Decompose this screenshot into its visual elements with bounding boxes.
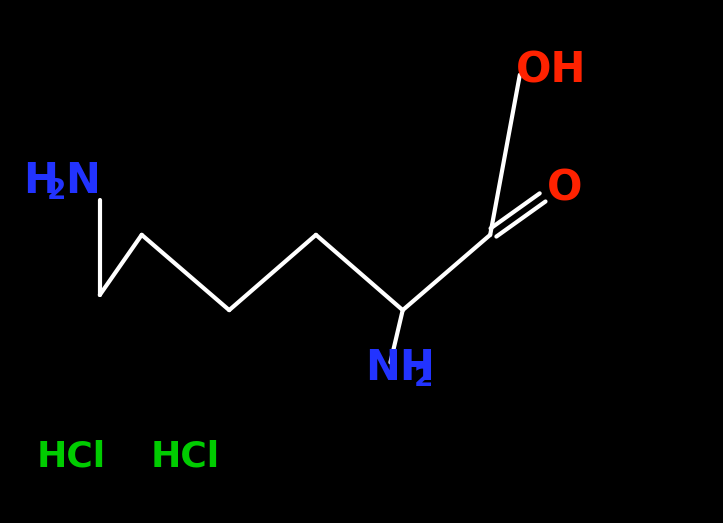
Text: 2: 2 — [414, 363, 433, 392]
Text: 2: 2 — [46, 177, 66, 206]
Text: NH: NH — [365, 347, 435, 389]
Text: H: H — [23, 161, 58, 202]
Text: OH: OH — [516, 50, 587, 92]
Text: HCl: HCl — [36, 439, 106, 473]
Text: HCl: HCl — [150, 439, 220, 473]
Text: N: N — [65, 161, 100, 202]
Text: O: O — [547, 167, 582, 209]
